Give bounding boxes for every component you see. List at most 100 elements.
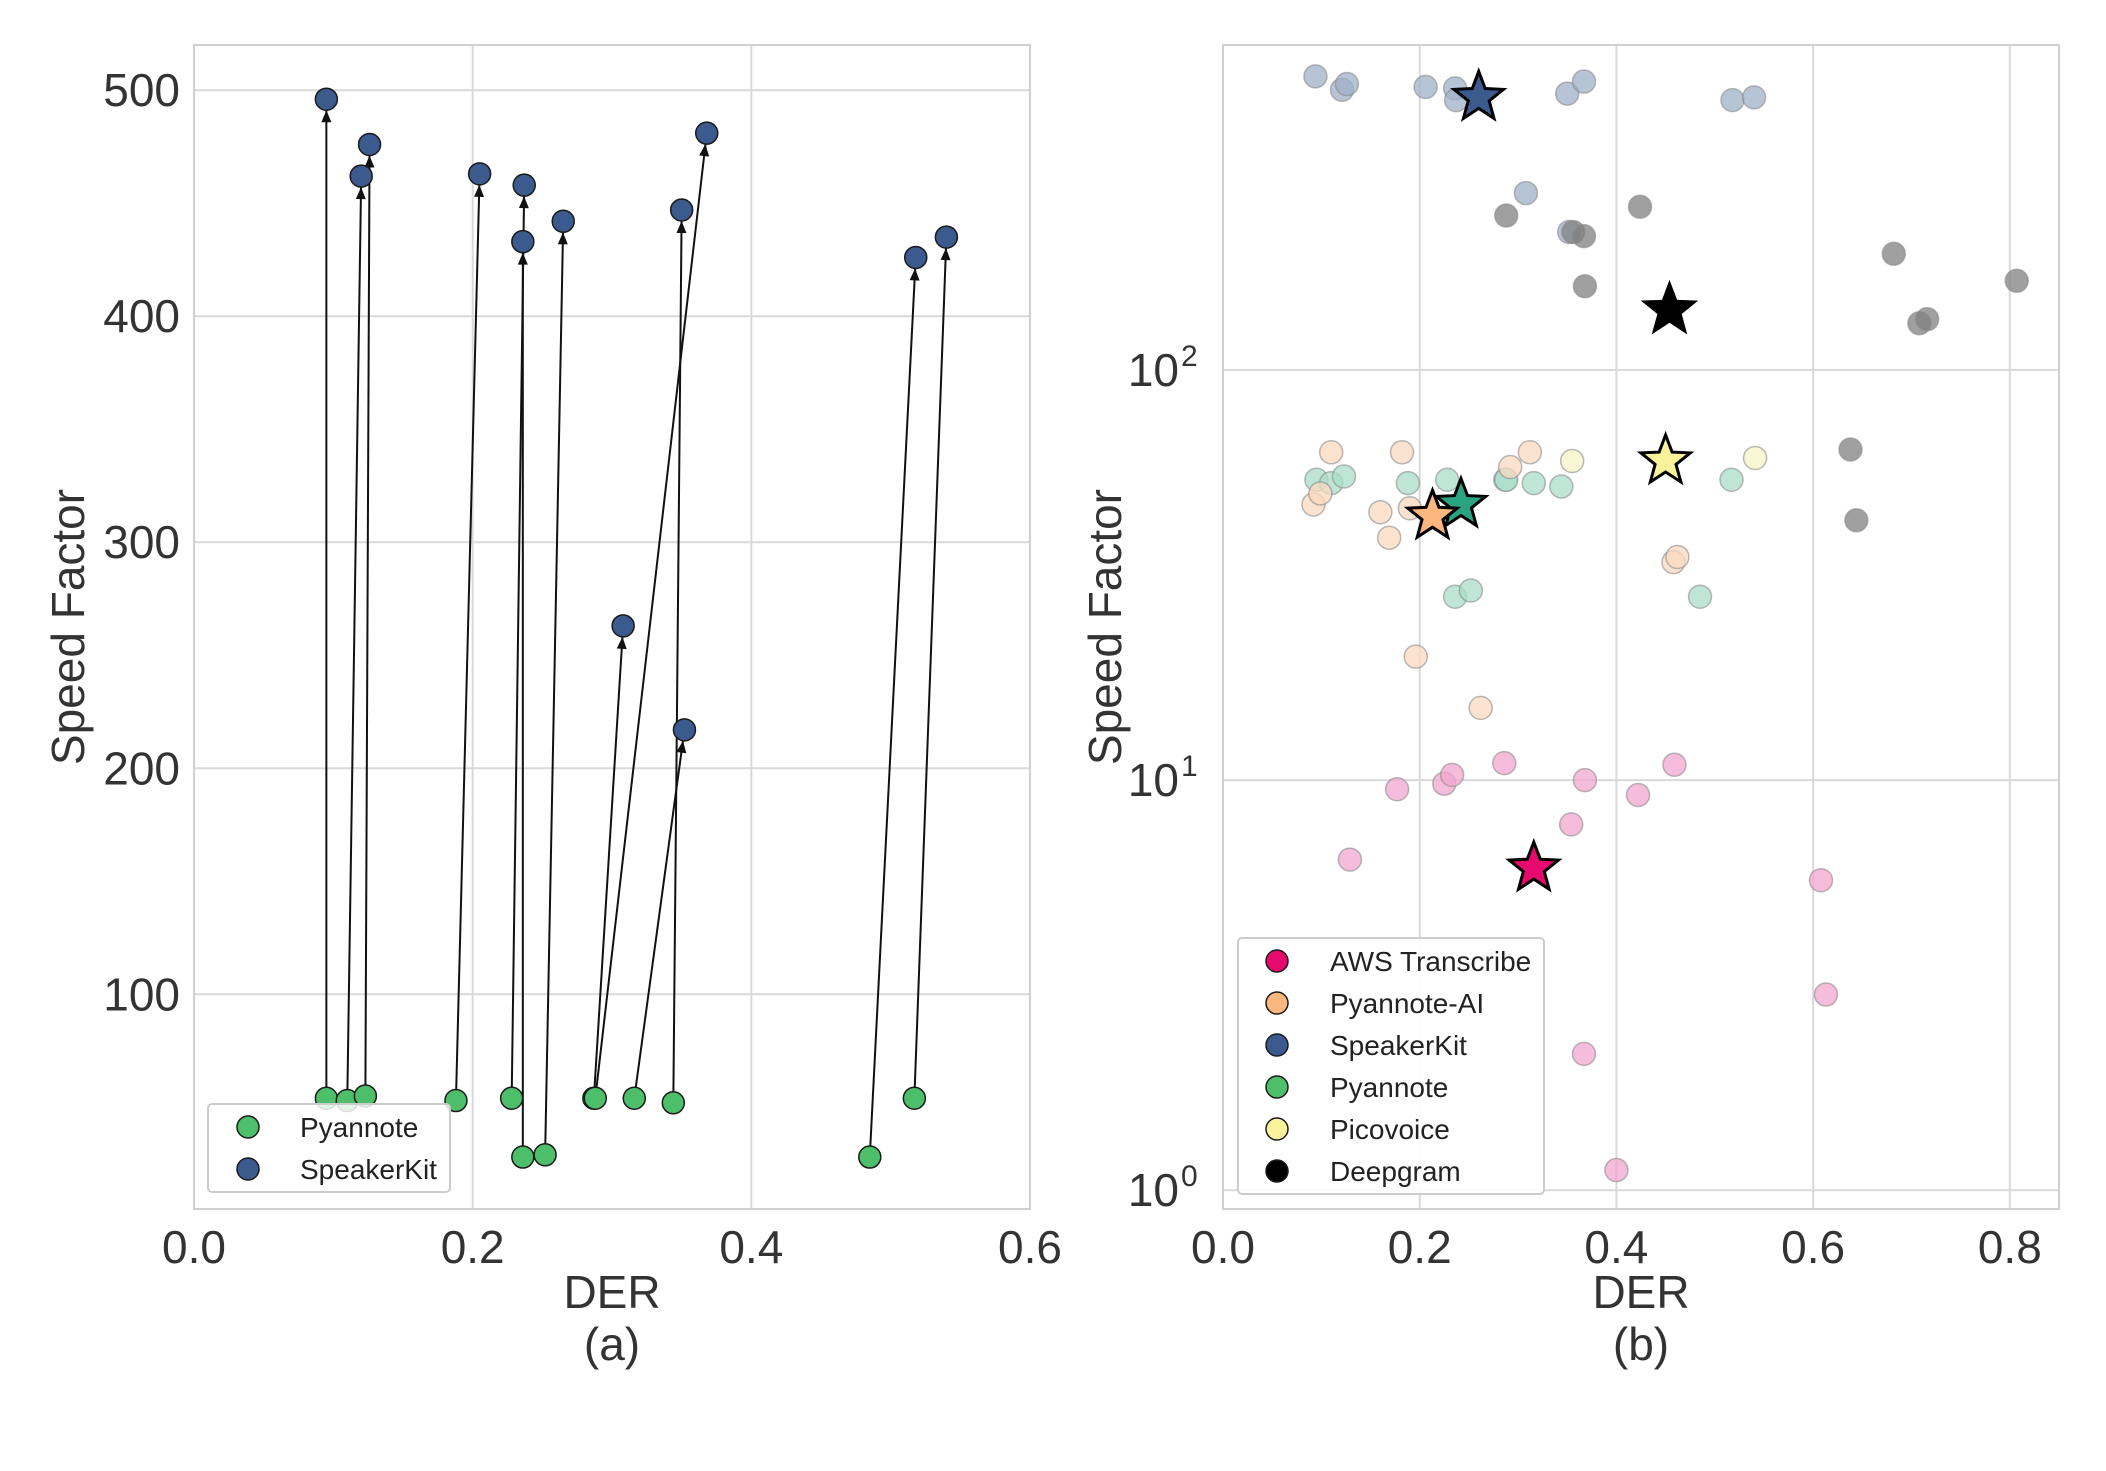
panel-b-point-pyannote	[1687, 584, 1713, 609]
panel-a-point-speakerkit	[611, 614, 635, 638]
panel-a-y-tick-label: 500	[103, 64, 180, 116]
panel-a-point-speakerkit	[903, 245, 928, 270]
panel-b-y-tick-base: 10	[1128, 344, 1179, 396]
panel-a-arrow-head	[699, 144, 710, 157]
panel-a-arrow-head	[676, 740, 687, 754]
panel-b-stars	[1403, 67, 1699, 893]
panel-a-arrow-head	[616, 636, 627, 650]
panel-a-point-speakerkit	[934, 225, 959, 249]
panel-b-x-tick-label: 0.0	[1191, 1221, 1255, 1273]
panel-a-arrow-shaft	[346, 187, 363, 1090]
panel-b-point-pyannote	[1434, 467, 1460, 492]
panel-a-arrow-head	[909, 268, 920, 281]
panel-b-point-pyannote	[1331, 464, 1357, 489]
panel-b-point-pyannote	[1521, 470, 1547, 496]
panel-a-point-pyannote	[622, 1086, 647, 1111]
panel-a-x-ticks: 0.0 0.2 0.4 0.6	[162, 1221, 1062, 1273]
panel-b-y-tick-exponent: 0	[1181, 1160, 1198, 1193]
panel-b-point-deepgram	[1572, 274, 1598, 299]
panel-b-point-aws-transcribe	[1384, 776, 1410, 802]
panel-a-speed-vs-der: 0.0 0.2 0.4 0.6 100 200 300 400 500 DER (a) Spe…	[42, 44, 1062, 1370]
panel-a-arrow-shaft	[869, 268, 917, 1147]
panel-a-point-speakerkit	[512, 173, 536, 197]
panel-a-caption: (a)	[584, 1318, 640, 1370]
panel-b-point-speakerkit	[1334, 71, 1360, 97]
panel-b-legend-label: AWS Transcribe	[1330, 946, 1531, 977]
panel-b-point-pyannote-ai	[1376, 525, 1402, 550]
panel-b-point-pyannote	[1719, 467, 1744, 492]
panel-a-arrow-shaft	[455, 184, 481, 1090]
panel-a-arrow-head	[940, 248, 951, 261]
panel-b-star-aws-transcribe	[1505, 837, 1563, 893]
panel-b-point-speakerkit	[1554, 81, 1580, 106]
panel-a-arrow-shaft	[544, 232, 565, 1144]
panel-a-point-speakerkit	[511, 229, 535, 254]
panel-b-legend: AWS Transcribe Pyannote-AI SpeakerKit Pyann…	[1237, 937, 1545, 1195]
panel-a-x-tick-label: 0.0	[162, 1221, 226, 1273]
panel-a-y-ticks: 100 200 300 400 500	[103, 64, 180, 1020]
panel-a-point-speakerkit	[551, 209, 575, 234]
panel-b-legend-marker	[1265, 991, 1289, 1015]
panel-b-x-tick-label: 0.2	[1388, 1221, 1452, 1273]
panel-a-arrow-shaft	[634, 740, 684, 1088]
panel-a-arrow-shaft	[595, 143, 707, 1088]
panel-a-arrow-head	[474, 184, 485, 197]
panel-b-legend-marker	[1265, 1159, 1289, 1183]
panel-a-arrow-head	[355, 187, 366, 200]
panel-b-point-aws-transcribe	[1662, 752, 1687, 778]
panel-a-arrow-head	[517, 252, 528, 265]
panel-b-point-speakerkit	[1413, 74, 1438, 100]
panel-b-legend-label: Deepgram	[1330, 1156, 1461, 1187]
panel-b-point-pyannote-ai	[1308, 481, 1333, 506]
panel-b-y-tick-base: 10	[1128, 754, 1179, 806]
panel-b-caption: (b)	[1613, 1318, 1669, 1370]
panel-b-point-pyannote	[1549, 474, 1574, 499]
panel-b-legend-marker	[1265, 1033, 1289, 1057]
panel-b-x-tick-label: 0.4	[1584, 1221, 1648, 1273]
panel-b-point-deepgram	[1914, 306, 1940, 332]
panel-a-arrow-head	[364, 155, 375, 168]
panel-b-frame	[1222, 44, 2060, 1210]
panel-b-legend-marker	[1265, 1075, 1289, 1099]
panel-b-point-pyannote-ai	[1368, 499, 1393, 525]
panel-a-y-tick-label: 300	[103, 516, 180, 568]
panel-a-arrow-head	[676, 220, 687, 234]
panel-b-point-aws-transcribe	[1492, 750, 1517, 776]
panel-a-point-speakerkit	[694, 121, 719, 145]
panel-a-arrow-shaft	[593, 636, 624, 1088]
panel-b-point-deepgram	[1627, 194, 1653, 220]
panel-a-y-tick-label: 400	[103, 290, 180, 342]
panel-b-x-ticks: 0.0 0.2 0.4 0.6 0.8	[1191, 1221, 2042, 1273]
panel-a-point-speakerkit	[314, 87, 339, 111]
panel-a-point-speakerkit	[672, 718, 697, 742]
panel-b-point-deepgram	[2004, 268, 2029, 294]
panel-a-x-tick-label: 0.4	[719, 1221, 783, 1273]
panel-b-legend-label: Picovoice	[1330, 1114, 1450, 1145]
panel-a-arrows	[321, 110, 951, 1147]
panel-b-point-picovoice	[1742, 445, 1768, 471]
panel-b-star-pyannote-ai	[1403, 485, 1462, 541]
panel-b-legend-box	[1237, 937, 1545, 1195]
panel-b-star-speakerkit	[1449, 67, 1508, 122]
panel-a-arrow-head	[518, 196, 529, 209]
panel-b-point-speakerkit	[1720, 87, 1745, 113]
panel-b-x-tick-label: 0.6	[1781, 1221, 1845, 1273]
panel-b-point-deepgram	[1571, 223, 1597, 249]
panel-a-frame	[193, 44, 1031, 1210]
panel-b-point-deepgram	[1881, 241, 1907, 267]
panel-a-point-speakerkit	[467, 162, 492, 186]
panel-a-x-tick-label: 0.2	[441, 1221, 505, 1273]
panel-b-point-picovoice	[1559, 448, 1585, 474]
panel-b-point-aws-transcribe	[1572, 767, 1598, 793]
panel-b-legend-label: Pyannote	[1330, 1072, 1448, 1103]
panel-b-y-tick-exponent: 1	[1181, 750, 1198, 783]
panel-a-arrow-shaft	[913, 248, 947, 1088]
panel-b-point-pyannote-ai	[1468, 695, 1493, 721]
panel-a-point-pyannote	[583, 1086, 608, 1111]
panel-a-arrow-shaft	[364, 155, 371, 1085]
panel-b-point-pyannote-ai	[1517, 440, 1543, 465]
panel-a-x-tick-label: 0.6	[998, 1221, 1062, 1273]
